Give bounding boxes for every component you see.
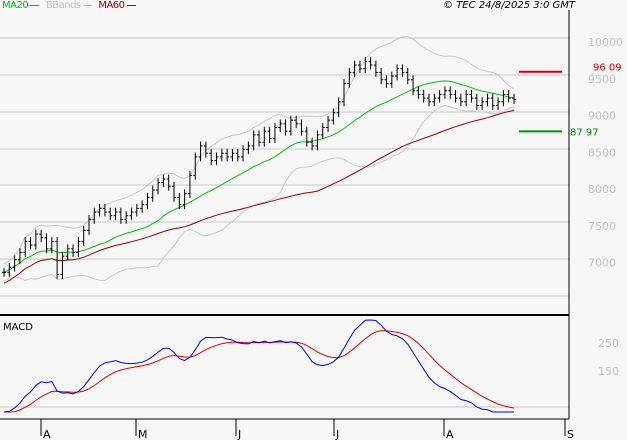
month-label: A xyxy=(43,428,51,440)
legend-ma20: MA20 xyxy=(2,0,29,11)
bollinger-lower xyxy=(3,104,515,282)
macd-tick-label: 250 xyxy=(598,337,619,350)
month-label: M xyxy=(138,428,148,440)
legend-ma20-swatch xyxy=(30,4,40,6)
price-tick-label: 8500 xyxy=(588,146,616,159)
macd-line xyxy=(3,319,514,413)
macd-label: MACD xyxy=(3,322,33,333)
price-tick-label: 8000 xyxy=(588,183,616,196)
month-label: J xyxy=(237,428,241,440)
legend-ma60: MA60 xyxy=(98,0,125,11)
price-tick-label: 9500 xyxy=(588,73,616,86)
resistance-label: 96 09 xyxy=(593,63,622,74)
month-label: S xyxy=(567,428,574,440)
legend: MA20 BBands MA60 xyxy=(2,0,136,11)
price-tick-label: 9000 xyxy=(588,110,616,123)
macd-tick-label: 150 xyxy=(598,365,619,378)
legend-ma60-swatch xyxy=(126,4,136,6)
legend-bbands: BBands xyxy=(45,0,81,11)
price-tick-label: 10000 xyxy=(588,36,623,49)
ma20-line xyxy=(3,80,515,273)
support-label: 87 97 xyxy=(570,127,599,138)
copyright: © TEC 24/8/2025 3:0 GMT xyxy=(443,0,575,11)
month-label: J xyxy=(335,428,339,440)
legend-bbands-swatch xyxy=(82,4,92,6)
price-tick-label: 7500 xyxy=(588,220,616,233)
price-tick-label: 7000 xyxy=(588,257,616,270)
bollinger-upper xyxy=(3,36,515,264)
ma60-line xyxy=(3,110,515,284)
month-label: A xyxy=(446,428,454,440)
